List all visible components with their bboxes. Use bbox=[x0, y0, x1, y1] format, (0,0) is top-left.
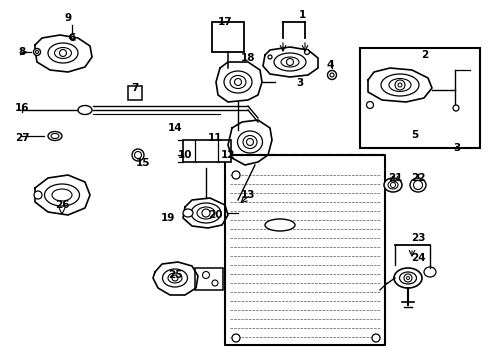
Text: 3: 3 bbox=[296, 78, 303, 88]
Text: 8: 8 bbox=[19, 47, 25, 57]
Ellipse shape bbox=[231, 334, 240, 342]
Ellipse shape bbox=[234, 78, 241, 86]
Ellipse shape bbox=[380, 74, 418, 96]
Text: 6: 6 bbox=[68, 33, 76, 43]
Ellipse shape bbox=[399, 272, 416, 284]
Text: 5: 5 bbox=[410, 130, 418, 140]
Text: 12: 12 bbox=[220, 150, 235, 160]
Ellipse shape bbox=[78, 105, 92, 114]
Text: 10: 10 bbox=[177, 150, 192, 160]
Ellipse shape bbox=[183, 209, 193, 217]
Text: 18: 18 bbox=[240, 53, 255, 63]
Text: 23: 23 bbox=[410, 233, 425, 243]
Bar bbox=[195, 268, 223, 290]
Ellipse shape bbox=[134, 152, 141, 158]
Text: 14: 14 bbox=[167, 123, 182, 133]
Ellipse shape bbox=[393, 268, 421, 288]
Text: 4: 4 bbox=[325, 60, 333, 70]
Ellipse shape bbox=[132, 149, 143, 161]
Ellipse shape bbox=[327, 71, 336, 80]
Ellipse shape bbox=[390, 183, 395, 188]
Bar bbox=[212, 22, 244, 52]
Ellipse shape bbox=[371, 334, 379, 342]
Ellipse shape bbox=[34, 49, 41, 55]
Ellipse shape bbox=[34, 191, 42, 199]
Ellipse shape bbox=[52, 189, 72, 201]
Ellipse shape bbox=[168, 273, 182, 283]
Ellipse shape bbox=[197, 207, 215, 219]
Text: 19: 19 bbox=[161, 213, 175, 223]
Ellipse shape bbox=[366, 102, 373, 108]
Ellipse shape bbox=[202, 209, 209, 217]
Ellipse shape bbox=[172, 275, 178, 281]
Ellipse shape bbox=[406, 276, 408, 279]
Text: 21: 21 bbox=[387, 173, 402, 183]
Ellipse shape bbox=[237, 131, 262, 153]
Ellipse shape bbox=[202, 271, 209, 279]
Text: 7: 7 bbox=[131, 83, 139, 93]
Ellipse shape bbox=[388, 78, 410, 91]
Bar bbox=[183, 140, 230, 162]
Text: 11: 11 bbox=[207, 133, 222, 143]
Text: 3: 3 bbox=[452, 143, 460, 153]
Text: 15: 15 bbox=[136, 158, 150, 168]
Text: 25: 25 bbox=[167, 270, 182, 280]
Text: 9: 9 bbox=[64, 13, 71, 23]
Ellipse shape bbox=[212, 280, 218, 286]
Text: 1: 1 bbox=[298, 10, 305, 20]
Ellipse shape bbox=[51, 134, 59, 139]
Ellipse shape bbox=[162, 269, 187, 287]
Ellipse shape bbox=[267, 55, 271, 59]
Ellipse shape bbox=[281, 57, 298, 67]
Ellipse shape bbox=[452, 105, 458, 111]
Ellipse shape bbox=[413, 180, 422, 189]
Ellipse shape bbox=[403, 274, 411, 282]
Text: 16: 16 bbox=[15, 103, 29, 113]
Ellipse shape bbox=[329, 73, 333, 77]
Ellipse shape bbox=[264, 219, 294, 231]
Ellipse shape bbox=[273, 53, 305, 71]
Text: 2: 2 bbox=[421, 50, 428, 60]
Bar bbox=[359, 48, 479, 148]
Ellipse shape bbox=[54, 48, 71, 59]
Ellipse shape bbox=[397, 83, 401, 87]
Ellipse shape bbox=[394, 80, 404, 90]
Text: 24: 24 bbox=[410, 253, 425, 263]
Text: 13: 13 bbox=[240, 190, 255, 200]
Ellipse shape bbox=[246, 139, 253, 145]
Ellipse shape bbox=[69, 35, 74, 40]
Text: 27: 27 bbox=[15, 133, 29, 143]
Ellipse shape bbox=[243, 135, 257, 149]
Ellipse shape bbox=[48, 43, 78, 63]
Ellipse shape bbox=[191, 203, 221, 223]
Bar bbox=[128, 86, 142, 100]
Ellipse shape bbox=[231, 171, 240, 179]
Text: 26: 26 bbox=[55, 200, 69, 210]
Text: 22: 22 bbox=[410, 173, 425, 183]
Ellipse shape bbox=[304, 50, 309, 54]
Ellipse shape bbox=[383, 178, 401, 192]
Ellipse shape bbox=[224, 71, 251, 93]
Ellipse shape bbox=[60, 49, 66, 57]
Ellipse shape bbox=[36, 50, 39, 54]
Ellipse shape bbox=[409, 178, 425, 192]
Text: 20: 20 bbox=[207, 210, 222, 220]
Ellipse shape bbox=[286, 58, 293, 66]
Ellipse shape bbox=[48, 131, 62, 140]
Text: 17: 17 bbox=[217, 17, 232, 27]
Ellipse shape bbox=[387, 181, 397, 189]
Ellipse shape bbox=[423, 267, 435, 277]
Ellipse shape bbox=[229, 76, 245, 89]
Ellipse shape bbox=[44, 184, 80, 206]
